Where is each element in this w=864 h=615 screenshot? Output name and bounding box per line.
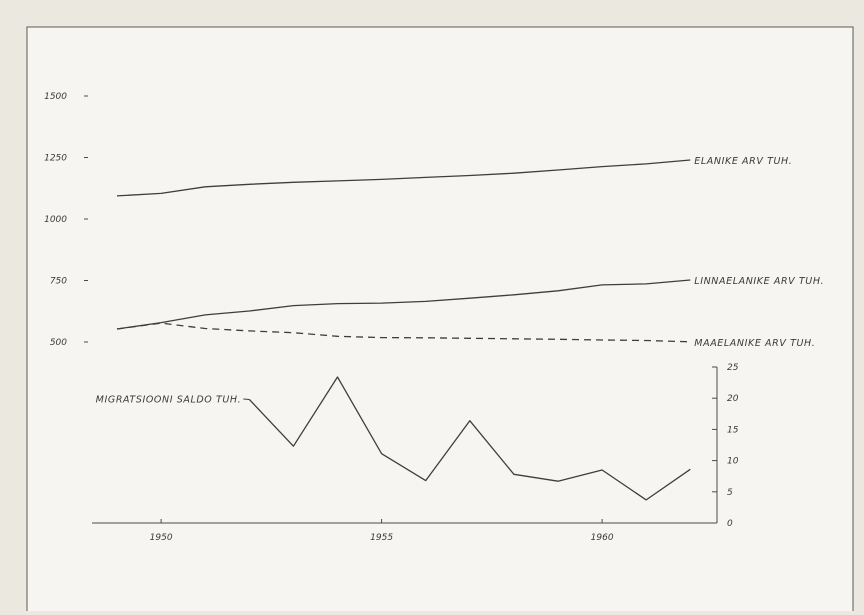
series-line-2	[116, 279, 691, 330]
series-label-2: LINNAELANIKE ARV TUH.	[694, 276, 824, 287]
series-label-4: MIGRATSIOONI SALDO TUH.	[96, 394, 242, 405]
x-axis-tick-label: 1950	[150, 533, 173, 543]
series-line-4	[248, 376, 691, 501]
left-axis-tick-label: 500	[50, 338, 67, 348]
right-axis-tick-label: 25	[727, 363, 739, 373]
x-axis-tick-label: 1960	[591, 533, 614, 543]
left-axis-tick-label: 1250	[44, 154, 67, 164]
right-axis-tick-label: 20	[727, 394, 739, 404]
left-axis-tick-label: 750	[50, 277, 67, 287]
series-line-1	[116, 159, 691, 197]
right-axis-tick-label: 15	[727, 425, 739, 435]
left-axis-tick-label: 1000	[44, 215, 67, 225]
right-axis-tick-label: 0	[727, 519, 733, 529]
x-axis-tick-label: 1955	[370, 533, 393, 543]
labels-layer: ELANIKE ARV TUH. LINNAELANIKE ARV TUH. MAA…	[96, 156, 824, 405]
series-label-leader	[243, 398, 250, 400]
left-axis-tick-label: 1500	[44, 92, 67, 102]
series-label-3: MAAELANIKE ARV TUH.	[694, 338, 815, 349]
series-line-3	[116, 322, 691, 343]
series-layer	[116, 159, 691, 501]
right-axis-tick-label: 5	[727, 488, 733, 498]
series-label-1: ELANIKE ARV TUH.	[694, 156, 792, 167]
right-axis-tick-label: 10	[727, 457, 739, 467]
axes-layer: 500 750 1000 1250 1500 0 5 10 15 20 25 1950 1955 1960	[44, 92, 739, 543]
chart-frame	[26, 26, 854, 615]
